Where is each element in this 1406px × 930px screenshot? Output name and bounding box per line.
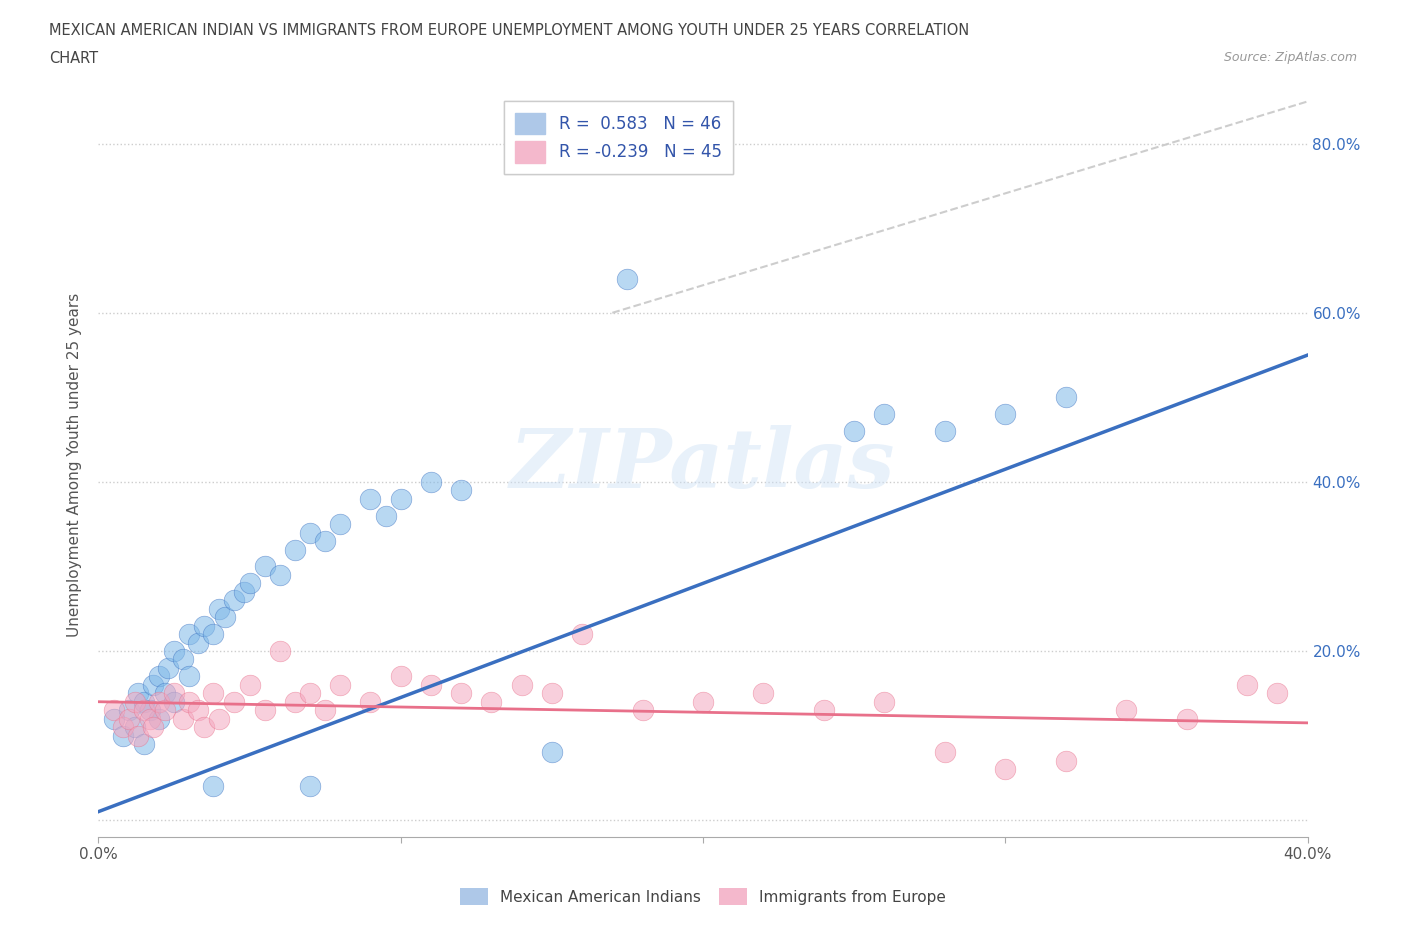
Point (202, 685, 225, 700)
Point (253, 559, 276, 574)
Point (239, 677, 262, 692)
Point (314, 703, 336, 718)
Y-axis label: Unemployment Among Youth under 25 years: Unemployment Among Youth under 25 years (67, 293, 83, 637)
Point (253, 703, 276, 718)
Point (208, 711, 231, 726)
Point (1175, 711, 1198, 726)
Point (934, 424, 956, 439)
Point (103, 711, 125, 726)
Point (118, 711, 141, 726)
Point (163, 695, 186, 710)
Point (124, 720, 146, 735)
Point (127, 728, 149, 743)
Point (142, 720, 165, 735)
Point (299, 525, 322, 540)
Point (571, 627, 593, 642)
Point (934, 745, 956, 760)
Point (202, 778, 225, 793)
Point (420, 474, 443, 489)
Point (193, 618, 215, 633)
Point (540, 745, 562, 760)
Text: ZIPatlas: ZIPatlas (510, 425, 896, 505)
Point (994, 762, 1017, 777)
Point (329, 677, 352, 692)
Point (374, 509, 396, 524)
Text: CHART: CHART (49, 51, 98, 66)
Point (284, 695, 307, 710)
Point (127, 685, 149, 700)
Point (172, 711, 194, 726)
Point (139, 703, 162, 718)
Point (481, 695, 503, 710)
Point (224, 695, 246, 710)
Point (163, 685, 186, 700)
Point (1236, 677, 1258, 692)
Point (873, 406, 896, 421)
Point (118, 703, 141, 718)
Point (873, 695, 896, 710)
Point (1054, 390, 1077, 405)
Point (360, 491, 382, 506)
Point (813, 703, 835, 718)
Point (148, 695, 170, 710)
Point (214, 610, 236, 625)
Point (179, 627, 201, 642)
Point (510, 677, 533, 692)
Point (299, 778, 322, 793)
Point (132, 695, 155, 710)
Point (111, 720, 134, 735)
Point (148, 711, 170, 726)
Point (616, 272, 638, 286)
Point (153, 703, 176, 718)
Point (284, 542, 307, 557)
Point (153, 685, 176, 700)
Point (360, 695, 382, 710)
Point (1054, 753, 1077, 768)
Point (193, 720, 215, 735)
Point (329, 517, 352, 532)
Point (208, 602, 231, 617)
Point (540, 685, 562, 700)
Point (187, 635, 209, 650)
Point (1115, 703, 1137, 718)
Point (224, 592, 246, 607)
Point (163, 644, 186, 658)
Point (172, 652, 194, 667)
Text: Source: ZipAtlas.com: Source: ZipAtlas.com (1223, 51, 1357, 64)
Point (314, 534, 336, 549)
Point (450, 483, 472, 498)
Point (269, 567, 291, 582)
Point (450, 685, 472, 700)
Point (994, 406, 1017, 421)
Point (187, 703, 209, 718)
Point (132, 737, 155, 751)
Point (631, 703, 654, 718)
Point (139, 711, 162, 726)
Point (124, 695, 146, 710)
Point (103, 703, 125, 718)
Point (844, 424, 866, 439)
Point (752, 685, 775, 700)
Text: MEXICAN AMERICAN INDIAN VS IMMIGRANTS FROM EUROPE UNEMPLOYMENT AMONG YOUTH UNDER: MEXICAN AMERICAN INDIAN VS IMMIGRANTS FR… (49, 23, 970, 38)
Point (111, 728, 134, 743)
Point (179, 695, 201, 710)
Legend: Mexican American Indians, Immigrants from Europe: Mexican American Indians, Immigrants fro… (453, 880, 953, 913)
Point (179, 669, 201, 684)
Point (156, 660, 179, 675)
Point (132, 703, 155, 718)
Point (1267, 685, 1289, 700)
Point (202, 627, 225, 642)
Point (232, 584, 254, 599)
Legend: R =  0.583   N = 46, R = -0.239   N = 45: R = 0.583 N = 46, R = -0.239 N = 45 (503, 101, 733, 174)
Point (148, 669, 170, 684)
Point (269, 644, 291, 658)
Point (692, 695, 714, 710)
Point (389, 669, 412, 684)
Point (299, 685, 322, 700)
Point (142, 677, 165, 692)
Point (420, 677, 443, 692)
Point (389, 491, 412, 506)
Point (239, 576, 262, 591)
